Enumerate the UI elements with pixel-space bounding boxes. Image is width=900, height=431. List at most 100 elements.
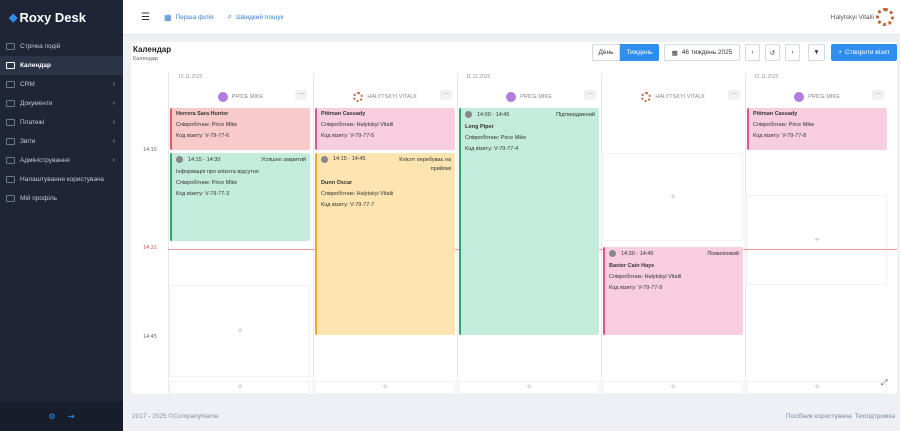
- column: [745, 73, 889, 394]
- chevron-right-icon: ›: [112, 157, 115, 164]
- menu-icon[interactable]: ☰: [141, 11, 150, 23]
- status-badge: Успішно закритий: [261, 156, 306, 163]
- sidebar: ◆ Roxy Desk Стрічка подій Календар CRM › Д…: [0, 0, 123, 431]
- more-button[interactable]: ···: [872, 90, 884, 100]
- column: [313, 73, 457, 394]
- chevron-right-icon: ›: [112, 119, 115, 126]
- empty-slot[interactable]: +: [170, 381, 310, 394]
- user-guide-link[interactable]: Посібник користувача: [785, 413, 852, 420]
- expand-icon[interactable]: ⤢: [881, 378, 888, 387]
- avatar[interactable]: [876, 8, 894, 26]
- sidebar-item-feed[interactable]: Стрічка подій: [0, 37, 123, 56]
- clock-icon: [465, 111, 472, 118]
- time-label: 14:45: [143, 334, 157, 340]
- clock-icon: [609, 250, 616, 257]
- gear-icon[interactable]: ⚙: [48, 412, 56, 421]
- empty-slot[interactable]: +: [747, 195, 887, 285]
- status-badge: Помилковий: [707, 250, 739, 257]
- resource-icon: [217, 91, 228, 102]
- sidebar-item-user-settings[interactable]: Налаштування користувача: [0, 170, 123, 189]
- settings-icon: [6, 176, 15, 183]
- week-picker[interactable]: ▦ 46 тиждень 2025: [664, 44, 740, 61]
- sidebar-item-admin[interactable]: Адміністрування ›: [0, 151, 123, 170]
- chevron-right-icon: ›: [791, 49, 794, 56]
- profile-icon: [6, 195, 15, 202]
- branch-link[interactable]: ▦ Перша філія: [163, 12, 214, 22]
- calendar-panel: Календар Календар День Тиждень ▦ 46 тижде…: [131, 42, 897, 394]
- resource-icon: [794, 91, 805, 102]
- calendar-icon: [6, 62, 15, 69]
- sidebar-item-reports[interactable]: Звіти ›: [0, 132, 123, 151]
- more-button[interactable]: ···: [295, 90, 307, 100]
- empty-slot[interactable]: +: [603, 381, 743, 394]
- sidebar-item-calendar[interactable]: Календар: [0, 56, 123, 75]
- visit-card[interactable]: Pittman Cassady Співробітник: Price Mike…: [747, 108, 887, 150]
- sidebar-nav: Стрічка подій Календар CRM › Документи › П…: [0, 37, 123, 208]
- resource-header: PRICE MIKE: [745, 88, 889, 105]
- column: [601, 73, 745, 394]
- reports-icon: [6, 138, 15, 145]
- breadcrumb: Календар: [133, 56, 158, 62]
- page-title: Календар: [133, 45, 172, 54]
- day-label: 12.11.2025: [754, 74, 779, 80]
- chevron-right-icon: ›: [112, 81, 115, 88]
- logout-icon[interactable]: ⇥: [67, 412, 75, 421]
- empty-slot[interactable]: +: [170, 285, 310, 377]
- resource-icon: [641, 91, 652, 102]
- calendar-grid: 10.11.2025 11.11.2025 12.11.2025 PRICE M…: [131, 73, 897, 394]
- support-link[interactable]: Техпідтримка: [854, 413, 895, 420]
- week-view-button[interactable]: Тиждень: [620, 44, 659, 61]
- resource-icon: [353, 91, 364, 102]
- sidebar-footer: ⚙ ⇥: [0, 402, 123, 431]
- day-label: 10.11.2025: [178, 74, 203, 80]
- day-label: 11.11.2025: [466, 74, 491, 80]
- visit-card[interactable]: 14:15 - 14:45 Клієнт перебуває на прийомі…: [315, 153, 455, 335]
- filter-button[interactable]: ▼: [808, 44, 825, 61]
- status-badge: Клієнт перебуває на прийомі: [399, 157, 451, 172]
- refresh-button[interactable]: ↺: [765, 44, 780, 61]
- admin-icon: [6, 157, 15, 164]
- visit-card[interactable]: 14:15 - 14:30 Успішно закритий Інформація…: [170, 153, 310, 241]
- user-name[interactable]: Halytskyi Vitalii: [830, 13, 874, 21]
- refresh-icon: ↺: [769, 49, 776, 57]
- quick-search-link[interactable]: ⌕ Швидкий пошук: [227, 12, 284, 21]
- copyright: 2017 - 2025 ©CompanyName: [132, 413, 219, 420]
- time-label: 14:15: [143, 147, 157, 153]
- app-logo[interactable]: ◆ Roxy Desk: [9, 10, 86, 25]
- visit-card[interactable]: Pittman Cassady Співробітник: Halytskyi …: [315, 108, 455, 150]
- chevron-right-icon: ›: [112, 100, 115, 107]
- prev-button[interactable]: ‹: [745, 44, 760, 61]
- sidebar-item-profile[interactable]: Мій профіль: [0, 189, 123, 208]
- sidebar-item-crm[interactable]: CRM ›: [0, 75, 123, 94]
- sidebar-item-payments[interactable]: Платежі ›: [0, 113, 123, 132]
- calendar-icon: ▦: [671, 49, 678, 57]
- footer: 2017 - 2025 ©CompanyName Посібник корист…: [123, 402, 900, 431]
- resource-header: HALYTSKYI VITALII: [601, 88, 745, 105]
- more-button[interactable]: ···: [584, 90, 596, 100]
- more-button[interactable]: ···: [728, 90, 740, 100]
- building-icon: ▦: [163, 12, 172, 22]
- chevron-left-icon: ‹: [751, 49, 754, 56]
- empty-slot[interactable]: +: [747, 381, 887, 394]
- filter-icon: ▼: [813, 49, 820, 56]
- empty-slot[interactable]: +: [603, 153, 743, 241]
- search-icon: ⌕: [227, 12, 233, 21]
- column: [457, 73, 601, 394]
- next-button[interactable]: ›: [785, 44, 800, 61]
- day-view-button[interactable]: День: [592, 44, 620, 61]
- payments-icon: [6, 119, 15, 126]
- more-button[interactable]: ···: [440, 90, 452, 100]
- create-visit-button[interactable]: + Створити візит: [831, 44, 897, 61]
- empty-slot[interactable]: +: [315, 381, 455, 394]
- plus-icon: +: [838, 49, 842, 56]
- visit-card[interactable]: Herrera Sara Hunter Співробітник: Price …: [170, 108, 310, 150]
- resource-icon: [506, 91, 517, 102]
- visit-card[interactable]: 14:00 - 14:45 Підтверджений Long Piper Сп…: [459, 108, 599, 335]
- empty-slot[interactable]: +: [459, 381, 599, 394]
- status-badge: Підтверджений: [556, 111, 595, 118]
- resource-header: PRICE MIKE: [457, 88, 601, 105]
- sidebar-item-documents[interactable]: Документи ›: [0, 94, 123, 113]
- visit-card[interactable]: 14:30 - 14:45 Помилковий Baxter Cain Hays…: [603, 247, 743, 335]
- crm-icon: [6, 81, 15, 88]
- logo-mark-icon: ◆: [9, 12, 18, 24]
